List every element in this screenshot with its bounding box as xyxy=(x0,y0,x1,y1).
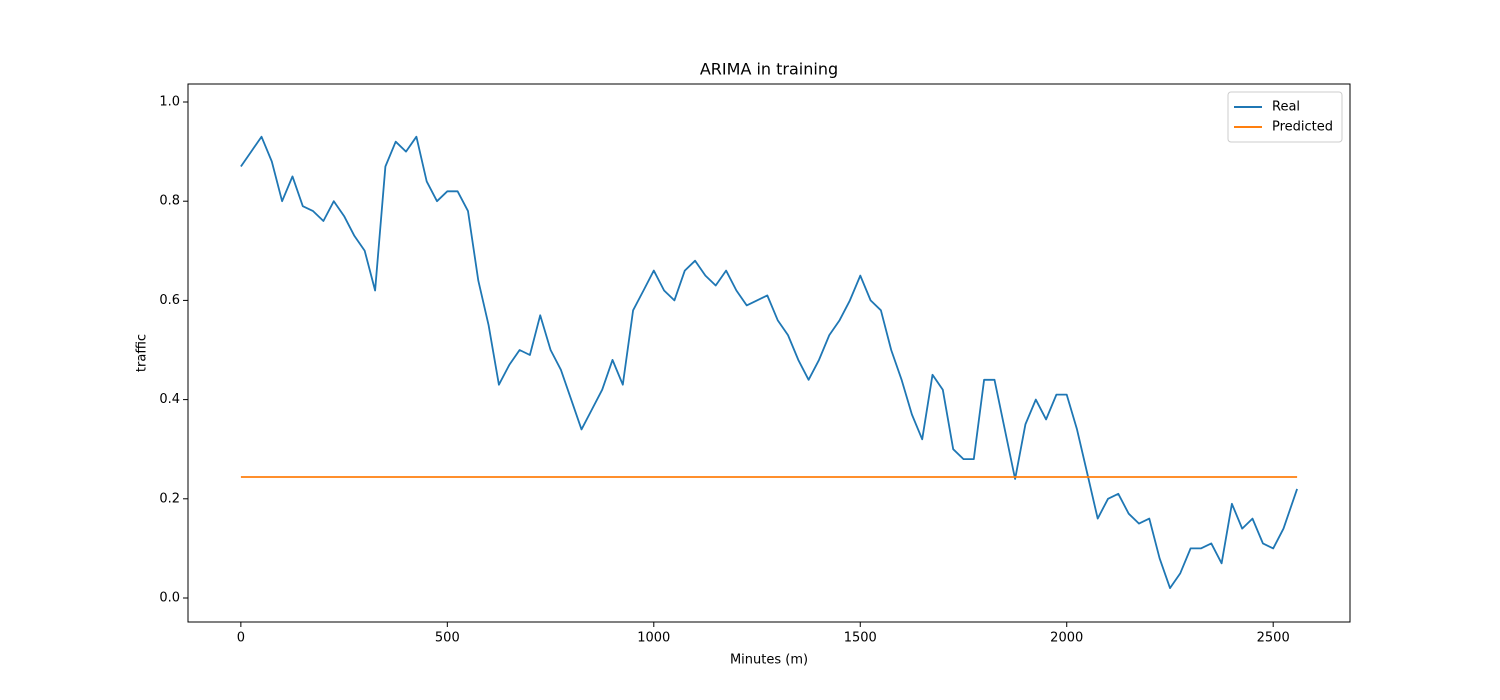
legend-box xyxy=(1227,91,1343,143)
line-series xyxy=(240,135,1298,589)
x-axis-label: Minutes (m) xyxy=(730,653,808,668)
y-tick-label: 0.0 xyxy=(159,590,180,605)
plot-frame xyxy=(187,83,1351,623)
legend-label: Predicted xyxy=(1272,120,1333,135)
y-tick-label: 0.4 xyxy=(159,392,180,407)
chart-title: ARIMA in training xyxy=(700,60,838,79)
x-tick-label: 2500 xyxy=(1257,631,1290,646)
y-axis-label: traffic xyxy=(135,334,150,372)
legend-label: Real xyxy=(1272,100,1300,115)
y-tick-label: 0.2 xyxy=(159,491,180,506)
x-tick-label: 500 xyxy=(435,631,460,646)
x-tick-label: 1500 xyxy=(844,631,877,646)
y-tick-label: 0.8 xyxy=(159,194,180,209)
y-tick-label: 0.6 xyxy=(159,293,180,308)
y-tick-label: 1.0 xyxy=(159,95,180,110)
x-tick-label: 2000 xyxy=(1050,631,1083,646)
x-tick-label: 1000 xyxy=(637,631,670,646)
x-tick-label: 0 xyxy=(237,631,245,646)
